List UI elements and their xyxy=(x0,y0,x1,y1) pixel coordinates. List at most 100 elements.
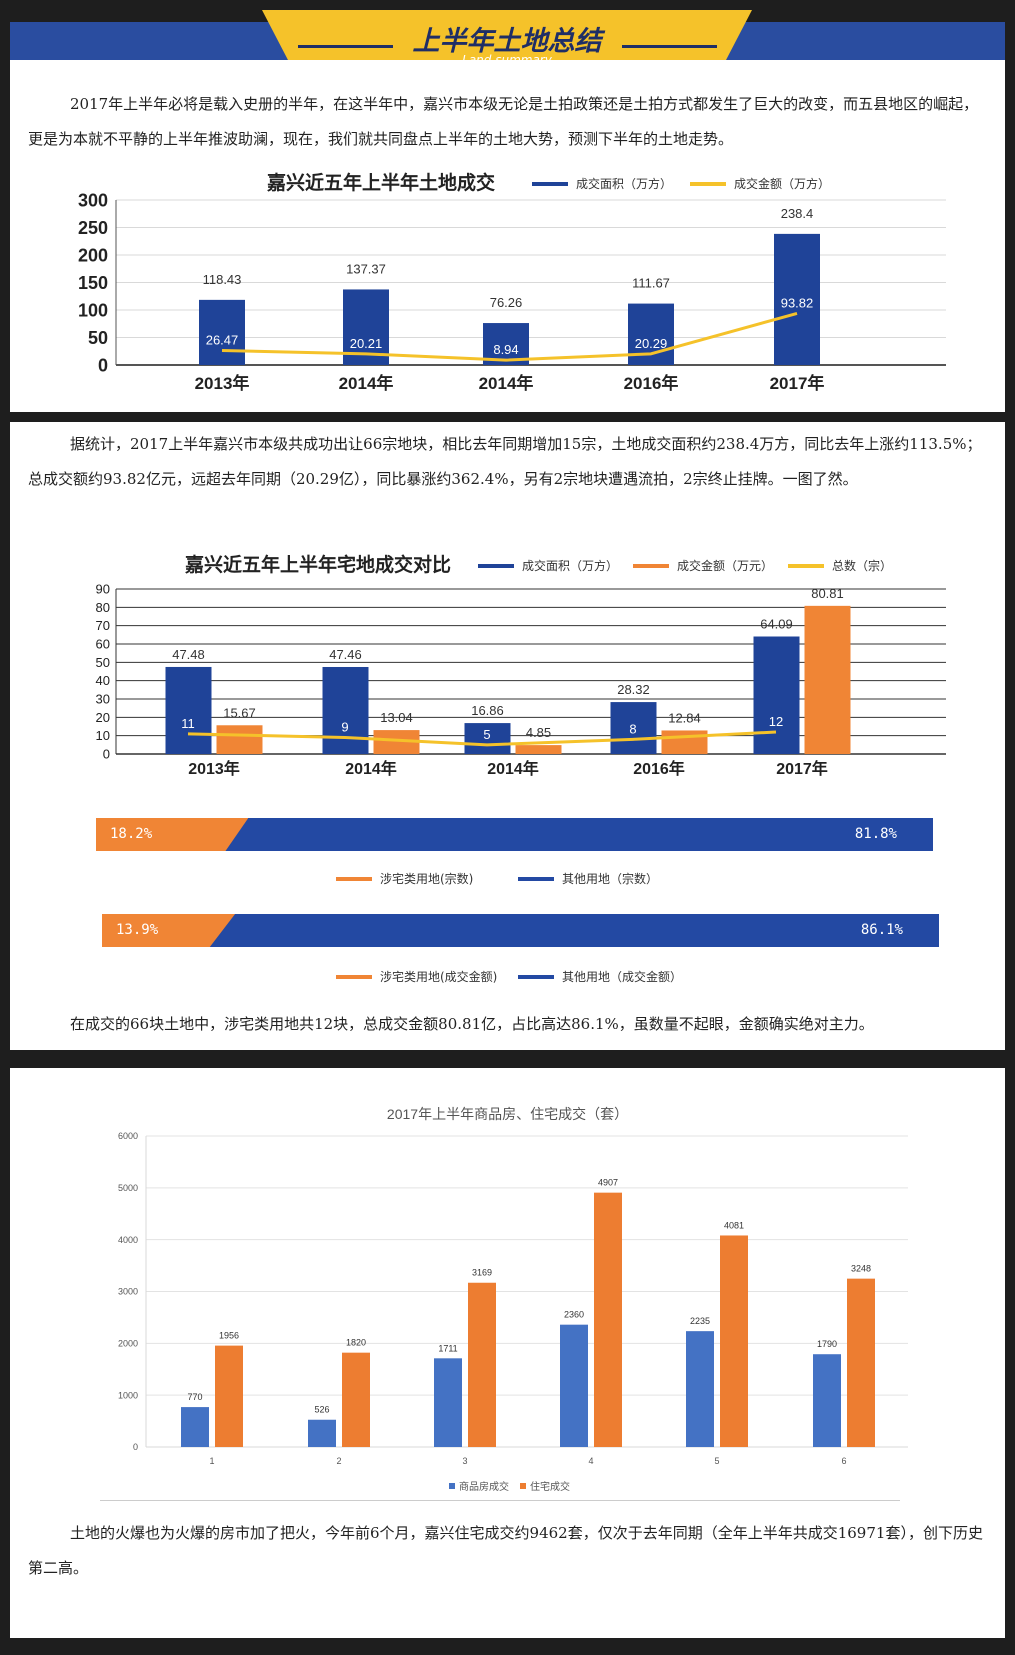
ratio-bar-count-left-label: 18.2% xyxy=(110,826,153,842)
x-tick-label: 5 xyxy=(714,1456,719,1466)
bar xyxy=(847,1278,875,1447)
y-tick-label: 0 xyxy=(133,1442,138,1452)
legend-swatch-navy xyxy=(478,563,514,568)
bar xyxy=(661,730,708,754)
x-tick-label: 2014年 xyxy=(345,759,397,778)
data-label: 16.86 xyxy=(471,703,504,718)
y-tick-label: 0 xyxy=(98,355,108,375)
line-data-label: 26.47 xyxy=(206,332,239,347)
line-data-label: 20.29 xyxy=(635,336,668,351)
data-label: 111.67 xyxy=(632,276,670,291)
y-tick-label: 200 xyxy=(78,245,108,265)
data-label: 4081 xyxy=(724,1220,744,1230)
bar xyxy=(560,1324,588,1447)
stats-paragraph: 据统计，2017上半年嘉兴市本级共成功出让66宗地块，相比去年同期增加15宗，土… xyxy=(28,435,982,488)
bar xyxy=(515,745,562,754)
bar xyxy=(813,1354,841,1447)
x-tick-label: 6 xyxy=(841,1456,846,1466)
data-label: 137.37 xyxy=(346,261,386,276)
data-label: 1956 xyxy=(219,1331,239,1341)
ratio-bar-amount-left-label: 13.9% xyxy=(116,922,159,938)
chart2-title: 嘉兴近五年上半年宅地成交对比 xyxy=(185,554,452,576)
bar xyxy=(594,1192,622,1447)
panel-land-summary: 2017年上半年必将是载入史册的半年，在这半年中，嘉兴市本级无论是土拍政策还是土… xyxy=(10,60,1005,412)
x-tick-label: 2014年 xyxy=(487,759,539,778)
chart2-residential-transactions: 0 10 20 30 40 50 60 70 80 90 47.48 47.46 16.86 28.32 6… xyxy=(96,582,946,778)
ratio-bar-count-residential xyxy=(96,818,249,851)
bar xyxy=(464,723,511,754)
title-rule-right xyxy=(622,45,717,48)
housing-paragraph: 土地的火爆也为火爆的房市加了把火，今年前6个月，嘉兴住宅成交约9462套，仅次于… xyxy=(28,1524,983,1577)
y-tick-label: 20 xyxy=(96,710,110,725)
data-label: 2235 xyxy=(690,1316,710,1326)
data-label: 80.81 xyxy=(811,586,844,601)
line-data-label: 8 xyxy=(629,721,636,736)
data-label: 4.85 xyxy=(526,725,551,740)
y-tick-label: 6000 xyxy=(118,1131,138,1141)
chart2-legend-area: 成交面积（万方） xyxy=(478,557,618,574)
bar xyxy=(308,1419,336,1447)
data-label: 4907 xyxy=(598,1178,618,1188)
panel-housing-sales: 2017年上半年商品房、住宅成交（套） 0 1000 2000 3000 4000 500… xyxy=(10,1068,1005,1638)
ratio-amount-legend-residential: 涉宅类用地(成交金额) xyxy=(336,968,497,985)
ratio-bar-amount: 13.9% 86.1% xyxy=(102,914,939,947)
data-label: 3169 xyxy=(472,1268,492,1278)
x-tick-label: 2016年 xyxy=(624,373,679,393)
x-tick-label: 2014年 xyxy=(479,373,534,393)
legend-swatch-navy xyxy=(518,876,554,881)
page-title: 上半年土地总结 xyxy=(412,26,602,57)
bar xyxy=(686,1331,714,1447)
ratio-count-legend-other: 其他用地（宗数） xyxy=(518,870,658,887)
data-label: 770 xyxy=(187,1392,202,1402)
legend-swatch-navy xyxy=(518,974,554,979)
data-label: 13.04 xyxy=(380,710,413,725)
chart3-legend-commercial: 商品房成交 xyxy=(449,1478,509,1493)
chart1-legend-amount: 成交金额（万方） xyxy=(690,175,830,192)
bar xyxy=(468,1282,496,1447)
data-label: 28.32 xyxy=(617,682,650,697)
bar xyxy=(215,1345,243,1447)
bar xyxy=(434,1358,462,1447)
data-label: 238.4 xyxy=(781,206,814,221)
panel-residential-comparison: 据统计，2017上半年嘉兴市本级共成功出让66宗地块，相比去年同期增加15宗，土… xyxy=(10,422,1005,1050)
line-data-label: 20.21 xyxy=(350,336,383,351)
ratio-bar-amount-right-label: 86.1% xyxy=(860,922,903,938)
data-label: 64.09 xyxy=(760,617,793,632)
legend-swatch-blue xyxy=(449,1482,455,1489)
data-label: 15.67 xyxy=(223,705,256,720)
data-label: 3248 xyxy=(851,1264,871,1274)
ratio-count-legend-residential: 涉宅类用地(宗数) xyxy=(336,870,473,887)
y-tick-label: 2000 xyxy=(118,1338,138,1348)
chart3-legend-residential: 住宅成交 xyxy=(520,1478,570,1493)
ratio-bar-amount-residential xyxy=(102,914,236,947)
y-tick-label: 300 xyxy=(78,190,108,210)
legend-swatch-orange xyxy=(336,974,372,979)
chart3-title: 2017年上半年商品房、住宅成交（套） xyxy=(386,1106,629,1122)
chart2-legend-amount: 成交金额（万元） xyxy=(633,557,773,574)
y-tick-label: 90 xyxy=(96,582,110,597)
chart1-title: 嘉兴近五年上半年土地成交 xyxy=(267,172,496,194)
divider xyxy=(100,1500,900,1501)
y-tick-label: 0 xyxy=(103,747,110,762)
y-tick-label: 100 xyxy=(78,300,108,320)
x-tick-label: 2016年 xyxy=(633,759,685,778)
bar xyxy=(181,1407,209,1447)
x-tick-label: 1 xyxy=(209,1456,214,1466)
y-tick-label: 80 xyxy=(96,600,110,615)
y-tick-label: 250 xyxy=(78,218,108,238)
chart1-land-transactions: 0 50 100 150 200 250 300 118.43 137.37 76.26 111.6… xyxy=(78,190,946,393)
ratio-bar-count-right-label: 81.8% xyxy=(854,826,897,842)
legend-swatch-orange xyxy=(336,876,372,881)
bar xyxy=(804,605,851,754)
data-label: 1790 xyxy=(817,1339,837,1349)
y-tick-label: 50 xyxy=(96,655,110,670)
data-label: 12.84 xyxy=(668,710,701,725)
bar xyxy=(753,636,800,754)
x-tick-label: 2017年 xyxy=(776,759,828,778)
data-label: 1711 xyxy=(438,1343,457,1353)
intro-paragraph: 2017年上半年必将是载入史册的半年，在这半年中，嘉兴市本级无论是土拍政策还是土… xyxy=(28,95,979,148)
line-data-label: 9 xyxy=(341,720,348,735)
bar xyxy=(165,666,212,754)
legend-swatch-orange xyxy=(520,1482,526,1489)
series-line xyxy=(187,730,777,747)
